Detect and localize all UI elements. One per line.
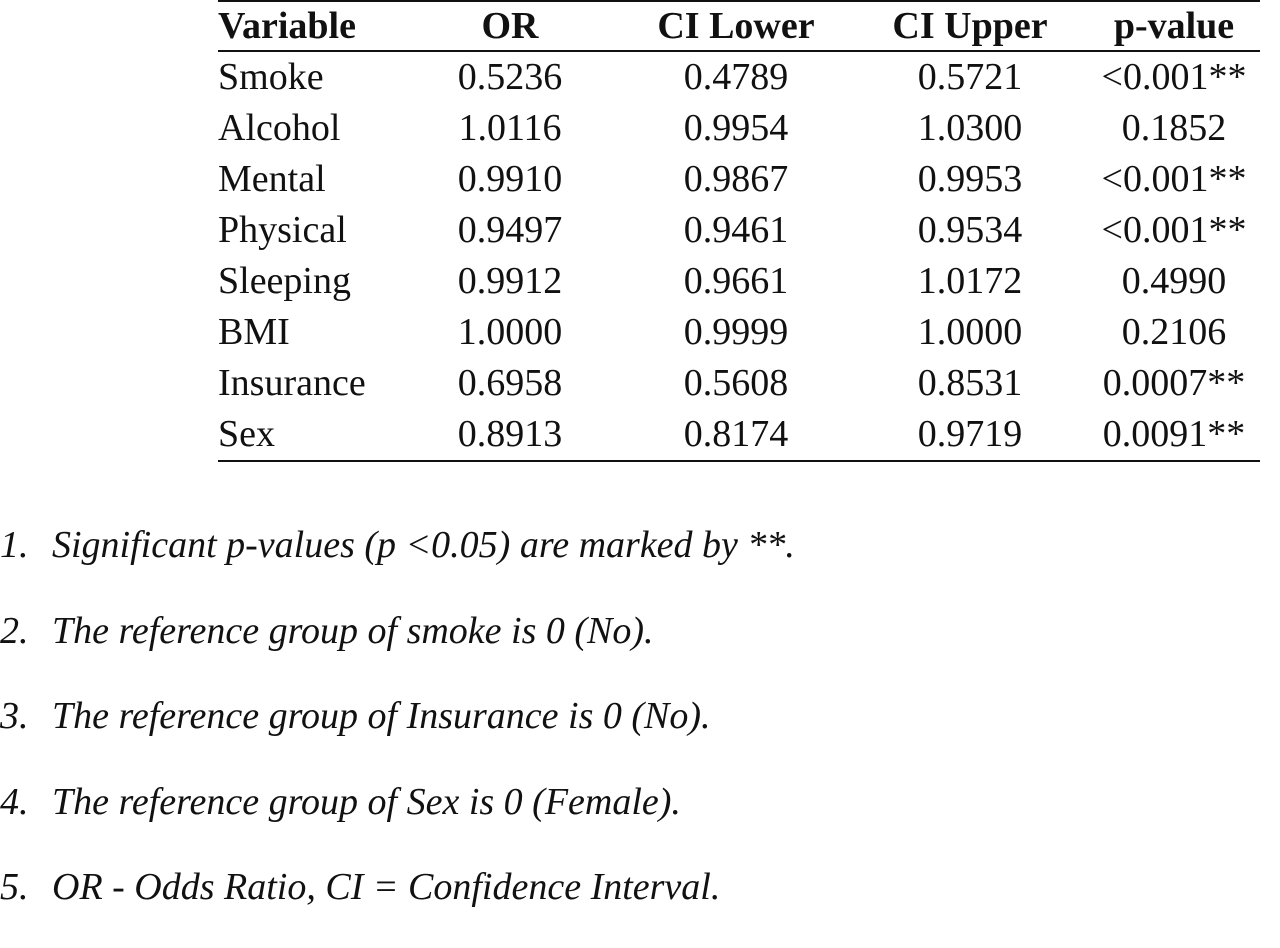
note-text: Significant p-values (p <0.05) are marke… bbox=[52, 524, 795, 566]
cell-p-value: 0.0091** bbox=[1102, 413, 1246, 455]
cell-ci-lower: 0.9867 bbox=[683, 158, 789, 200]
cell-variable: Sex bbox=[218, 413, 275, 455]
header-p-value: p-value bbox=[1113, 5, 1235, 47]
note-number: 2. bbox=[0, 609, 29, 652]
cell-ci-lower: 0.9661 bbox=[683, 260, 789, 302]
note-text: The reference group of smoke is 0 (No). bbox=[52, 609, 654, 652]
note-item: 2. The reference group of smoke is 0 (No)… bbox=[0, 606, 1280, 692]
cell-ci-upper: 0.9953 bbox=[917, 158, 1023, 200]
header-or: OR bbox=[481, 5, 539, 47]
table-row: Alcohol 1.0116 0.9954 1.0300 0.1852 bbox=[218, 103, 1260, 154]
cell-variable: Mental bbox=[218, 158, 326, 200]
note-number: 1. bbox=[0, 524, 29, 566]
cell-variable: Physical bbox=[218, 209, 347, 251]
cell-or: 0.9912 bbox=[457, 260, 563, 302]
cell-or: 0.6958 bbox=[457, 362, 563, 404]
note-item: 5. OR - Odds Ratio, CI = Confidence Inter… bbox=[0, 862, 1280, 948]
table-notes: 1. Significant p-values (p <0.05) are mar… bbox=[0, 520, 1280, 948]
header-ci-upper: CI Upper bbox=[892, 5, 1048, 47]
results-table-container: Variable OR CI Lower CI Upper p-value Sm… bbox=[218, 0, 1260, 462]
cell-ci-upper: 0.8531 bbox=[917, 362, 1023, 404]
note-text: The reference group of Insurance is 0 (N… bbox=[52, 695, 711, 737]
note-number: 3. bbox=[0, 695, 29, 737]
cell-p-value: 0.4990 bbox=[1121, 260, 1227, 302]
cell-or: 1.0000 bbox=[457, 311, 563, 353]
cell-or: 1.0116 bbox=[458, 107, 562, 149]
header-ci-lower: CI Lower bbox=[657, 5, 815, 47]
table-row: Sex 0.8913 0.8174 0.9719 0.0091** bbox=[218, 409, 1260, 461]
table-row: BMI 1.0000 0.9999 1.0000 0.2106 bbox=[218, 307, 1260, 358]
note-item: 4. The reference group of Sex is 0 (Femal… bbox=[0, 777, 1280, 863]
table-header: Variable OR CI Lower CI Upper p-value bbox=[218, 1, 1260, 51]
cell-or: 0.8913 bbox=[457, 413, 563, 455]
cell-ci-upper: 1.0300 bbox=[917, 107, 1023, 149]
cell-ci-lower: 0.9954 bbox=[683, 107, 789, 149]
cell-ci-lower: 0.9999 bbox=[683, 311, 789, 353]
cell-p-value: <0.001** bbox=[1101, 56, 1247, 98]
cell-ci-upper: 0.9534 bbox=[917, 209, 1023, 251]
cell-or: 0.9910 bbox=[457, 158, 563, 200]
cell-variable: BMI bbox=[218, 311, 290, 353]
note-item: 1. Significant p-values (p <0.05) are mar… bbox=[0, 520, 1280, 606]
table-body: Smoke 0.5236 0.4789 0.5721 <0.001** Alco… bbox=[218, 51, 1260, 461]
odds-ratio-table: Variable OR CI Lower CI Upper p-value Sm… bbox=[218, 0, 1260, 462]
table-row: Sleeping 0.9912 0.9661 1.0172 0.4990 bbox=[218, 256, 1260, 307]
cell-ci-upper: 0.5721 bbox=[917, 56, 1023, 98]
note-text: The reference group of Sex is 0 (Female)… bbox=[52, 780, 681, 823]
cell-variable: Alcohol bbox=[218, 107, 341, 149]
cell-ci-upper: 1.0172 bbox=[917, 260, 1023, 302]
header-row: Variable OR CI Lower CI Upper p-value bbox=[218, 1, 1260, 51]
cell-variable: Insurance bbox=[218, 362, 366, 404]
note-number: 4. bbox=[0, 780, 29, 823]
cell-ci-upper: 1.0000 bbox=[917, 311, 1023, 353]
cell-p-value: <0.001** bbox=[1101, 209, 1247, 251]
table-row: Smoke 0.5236 0.4789 0.5721 <0.001** bbox=[218, 51, 1260, 103]
note-number: 5. bbox=[0, 866, 29, 908]
cell-variable: Sleeping bbox=[218, 260, 351, 302]
header-variable: Variable bbox=[218, 5, 356, 47]
cell-ci-lower: 0.5608 bbox=[683, 362, 789, 404]
cell-p-value: <0.001** bbox=[1101, 158, 1247, 200]
cell-ci-lower: 0.4789 bbox=[683, 56, 789, 98]
cell-p-value: 0.0007** bbox=[1102, 362, 1246, 404]
note-item: 3. The reference group of Insurance is 0 … bbox=[0, 691, 1280, 777]
table-row: Physical 0.9497 0.9461 0.9534 <0.001** bbox=[218, 205, 1260, 256]
cell-p-value: 0.1852 bbox=[1121, 107, 1227, 149]
table-row: Insurance 0.6958 0.5608 0.8531 0.0007** bbox=[218, 358, 1260, 409]
cell-variable: Smoke bbox=[218, 56, 324, 98]
note-text: OR - Odds Ratio, CI = Confidence Interva… bbox=[52, 866, 721, 908]
table-row: Mental 0.9910 0.9867 0.9953 <0.001** bbox=[218, 154, 1260, 205]
cell-or: 0.9497 bbox=[457, 209, 563, 251]
cell-p-value: 0.2106 bbox=[1121, 311, 1227, 353]
cell-or: 0.5236 bbox=[457, 56, 563, 98]
cell-ci-lower: 0.8174 bbox=[683, 413, 789, 455]
cell-ci-upper: 0.9719 bbox=[917, 413, 1023, 455]
cell-ci-lower: 0.9461 bbox=[683, 209, 789, 251]
